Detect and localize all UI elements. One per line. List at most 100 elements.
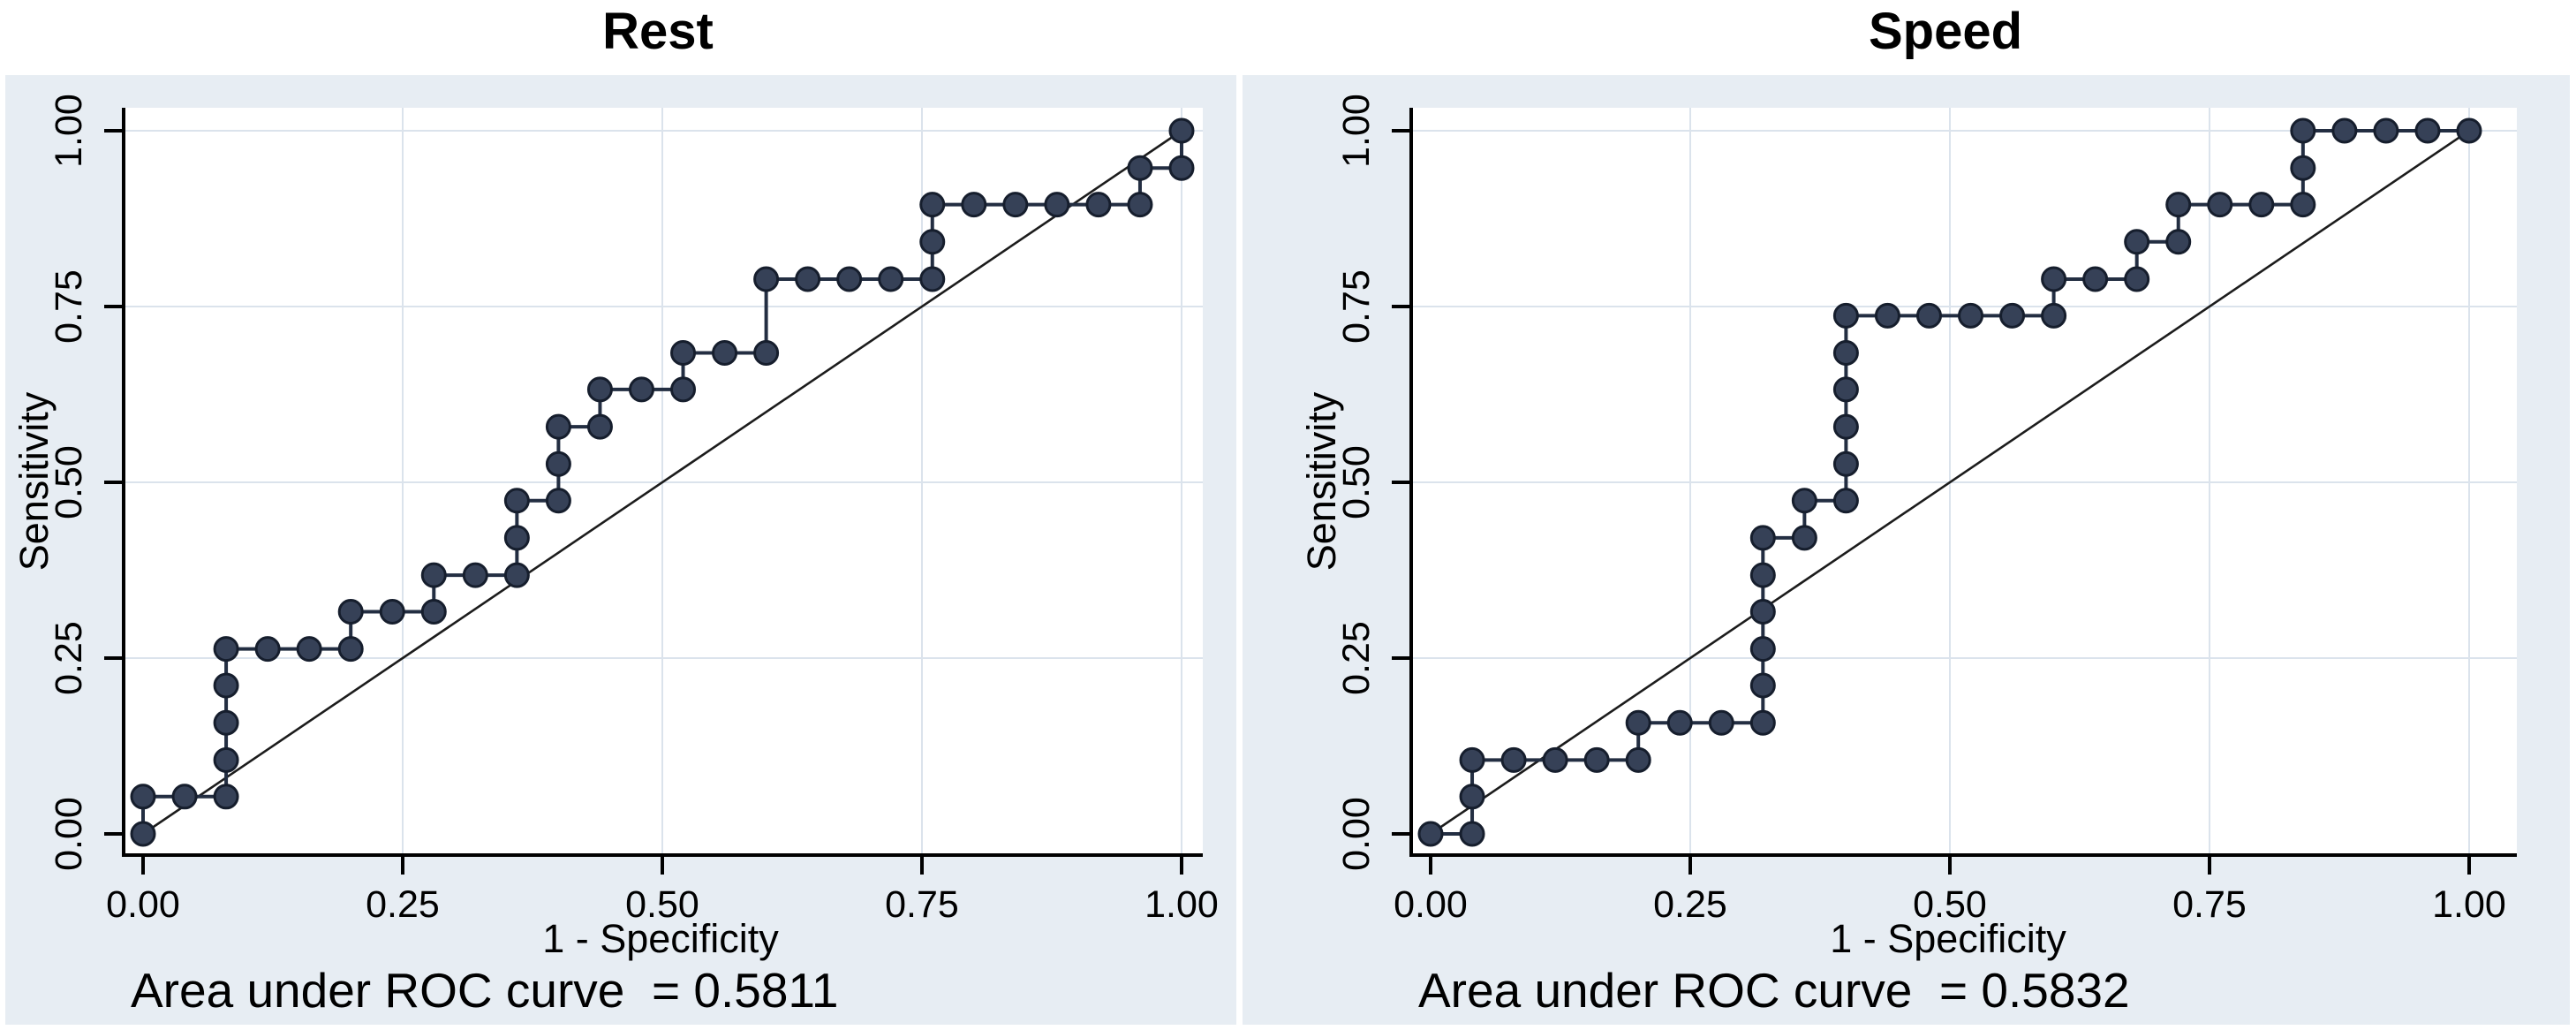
roc-point xyxy=(1832,488,1859,514)
auc-annotation-rest: Area under ROC curve = 0.5811 xyxy=(131,963,839,1018)
roc-point xyxy=(1542,746,1568,773)
y-tick-label: 0.00 xyxy=(48,797,90,871)
roc-point xyxy=(130,821,156,847)
roc-point xyxy=(545,413,571,440)
roc-point xyxy=(420,598,447,625)
x-tick-label: 0.00 xyxy=(1394,883,1468,926)
roc-point xyxy=(1708,709,1734,736)
reference-line xyxy=(1430,129,2470,836)
roc-point xyxy=(1874,302,1900,329)
roc-point xyxy=(2290,155,2316,181)
roc-point xyxy=(1832,451,1859,477)
roc-point xyxy=(1999,302,2026,329)
roc-point xyxy=(1749,636,1776,663)
roc-point xyxy=(2165,229,2192,255)
roc-point xyxy=(1168,155,1195,181)
roc-point xyxy=(254,636,281,663)
roc-point xyxy=(878,266,904,292)
roc-point xyxy=(130,784,156,810)
roc-point xyxy=(628,376,654,403)
roc-point xyxy=(1417,821,1444,847)
roc-point xyxy=(2041,302,2067,329)
roc-point xyxy=(503,562,530,588)
roc-point xyxy=(670,340,697,367)
y-tick-label: 0.75 xyxy=(1335,269,1378,344)
y-axis-title-speed: Sensitivity xyxy=(1299,391,1344,571)
roc-point xyxy=(337,636,364,663)
roc-point xyxy=(420,562,447,588)
roc-point xyxy=(1500,746,1527,773)
roc-point xyxy=(919,192,946,218)
roc-point xyxy=(1085,192,1112,218)
roc-point xyxy=(1127,192,1153,218)
speed-plot-layer: 0.00 0.25 0.50 0.75 1.00 0.00 0.25 0.50 0.75 1.00 xyxy=(1335,94,2517,926)
roc-point xyxy=(919,229,946,255)
roc-point xyxy=(2331,117,2358,144)
roc-point xyxy=(1791,488,1817,514)
y-tick-label: 0.25 xyxy=(1335,621,1378,695)
roc-point xyxy=(2290,192,2316,218)
roc-point xyxy=(213,672,239,699)
roc-point xyxy=(545,488,571,514)
roc-point xyxy=(753,266,780,292)
roc-point xyxy=(171,784,198,810)
roc-point xyxy=(213,709,239,736)
roc-point xyxy=(2082,266,2109,292)
panel-title-speed: Speed xyxy=(1869,3,2022,60)
rest-plot-layer: 0.00 0.25 0.50 0.75 1.00 0.00 0.25 0.50 0.75 1.00 xyxy=(48,94,1219,926)
roc-point xyxy=(1749,709,1776,736)
roc-point xyxy=(1044,192,1070,218)
roc-point xyxy=(1127,155,1153,181)
roc-point xyxy=(1832,376,1859,403)
roc-point xyxy=(503,488,530,514)
roc-point xyxy=(213,746,239,773)
x-tick-label: 0.50 xyxy=(625,883,699,926)
roc-point xyxy=(1749,525,1776,551)
roc-point xyxy=(213,636,239,663)
roc-point xyxy=(1832,302,1859,329)
roc-point xyxy=(503,525,530,551)
x-axis-title-rest: 1 - Specificity xyxy=(542,916,779,961)
roc-point xyxy=(1832,413,1859,440)
roc-point xyxy=(379,598,405,625)
roc-point xyxy=(2041,266,2067,292)
roc-point xyxy=(462,562,488,588)
roc-point xyxy=(1002,192,1029,218)
roc-point xyxy=(753,340,780,367)
x-tick-label: 1.00 xyxy=(2432,883,2506,926)
roc-point xyxy=(1832,340,1859,367)
roc-point xyxy=(1459,784,1485,810)
y-tick-label: 1.00 xyxy=(48,94,90,168)
roc-point xyxy=(1625,746,1651,773)
roc-point xyxy=(2290,117,2316,144)
y-tick-label: 0.00 xyxy=(1335,797,1378,871)
roc-point xyxy=(213,784,239,810)
roc-point xyxy=(1625,709,1651,736)
x-tick-label: 0.75 xyxy=(885,883,959,926)
x-axis-title-speed: 1 - Specificity xyxy=(1830,916,2066,961)
roc-point xyxy=(1666,709,1693,736)
roc-point xyxy=(1459,821,1485,847)
roc-point xyxy=(2124,266,2150,292)
roc-point xyxy=(670,376,697,403)
reference-line xyxy=(142,129,1182,836)
roc-point xyxy=(1791,525,1817,551)
roc-point xyxy=(2414,117,2441,144)
y-tick-label: 1.00 xyxy=(1335,94,1378,168)
x-tick-label: 0.00 xyxy=(106,883,180,926)
panel-title-rest: Rest xyxy=(602,3,714,60)
roc-point xyxy=(1749,672,1776,699)
y-tick-label: 0.50 xyxy=(48,445,90,519)
roc-point xyxy=(1749,562,1776,588)
x-tick-label: 0.25 xyxy=(366,883,440,926)
roc-point xyxy=(1915,302,1942,329)
roc-point xyxy=(296,636,322,663)
roc-point xyxy=(1583,746,1610,773)
x-tick-label: 1.00 xyxy=(1144,883,1219,926)
y-tick-label: 0.25 xyxy=(48,621,90,695)
roc-point xyxy=(961,192,987,218)
y-tick-label: 0.75 xyxy=(48,269,90,344)
roc-point xyxy=(1168,117,1195,144)
x-tick-label: 0.75 xyxy=(2172,883,2247,926)
